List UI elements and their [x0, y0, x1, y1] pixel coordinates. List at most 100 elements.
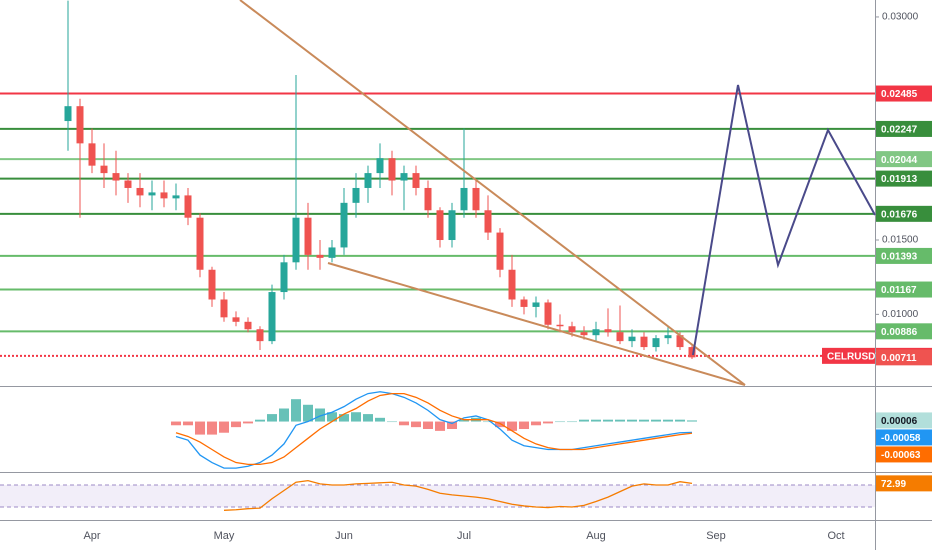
macd-value-label-box [876, 429, 932, 446]
level-label: 0.01676 [881, 209, 918, 220]
candle-body [376, 158, 384, 174]
macd-histogram-bar [603, 419, 613, 422]
candle-body [136, 187, 144, 196]
macd-histogram-bar [195, 421, 205, 435]
macd-histogram-bar [339, 414, 349, 422]
candle-body [232, 317, 240, 322]
level-label-box [876, 151, 932, 168]
projection-path [692, 84, 876, 356]
level-label: 0.02044 [881, 155, 918, 166]
macd-histogram-bar [303, 404, 313, 422]
level-label: 0.01167 [881, 285, 917, 296]
macd-histogram-bar [483, 421, 493, 423]
macd-histogram-bar [651, 419, 661, 422]
candle-body [412, 173, 420, 188]
macd-value-label: -0.00063 [881, 450, 921, 461]
macd-histogram-bar [183, 421, 193, 426]
candle-body [448, 210, 456, 241]
level-label-box [876, 205, 932, 222]
macd-histogram-bar [435, 421, 445, 431]
candle-body [652, 338, 660, 348]
macd-histogram-bar [555, 421, 565, 423]
macd-histogram-bar [255, 419, 265, 422]
macd-histogram-bar [207, 421, 217, 435]
macd-histogram-bar [327, 412, 337, 422]
x-tick-label: Apr [83, 530, 100, 542]
macd-histogram-bar [387, 421, 397, 423]
candle-body [160, 192, 168, 199]
macd-histogram-bar [423, 421, 433, 429]
macd-histogram-bar [243, 421, 253, 424]
macd-histogram-bar [687, 420, 697, 422]
candle-body [268, 292, 276, 342]
macd-histogram-bar [519, 421, 529, 429]
macd-histogram-bar [495, 421, 505, 428]
candle-body [124, 180, 132, 188]
macd-histogram-bar [531, 421, 541, 426]
symbol-label-box [822, 347, 875, 364]
x-tick-label: Jun [335, 530, 353, 542]
macd-value-label-box [876, 412, 932, 429]
macd-histogram-bar [591, 419, 601, 422]
candle-body [352, 187, 360, 203]
level-label-box [876, 170, 932, 187]
macd-histogram-bar [231, 421, 241, 428]
candle-body [628, 336, 636, 342]
candle-body [688, 347, 696, 358]
macd-value-label: 0.00006 [881, 416, 918, 427]
candle-body [292, 217, 300, 263]
candle-body [280, 262, 288, 293]
level-label: 0.02485 [881, 89, 918, 100]
level-label-box [876, 247, 932, 264]
macd-histogram-bar [567, 421, 577, 423]
rsi-line [223, 479, 693, 511]
rsi-band [0, 485, 875, 508]
macd-histogram-bar [375, 417, 385, 422]
macd-histogram-bar [675, 419, 685, 422]
macd-histogram-bar [279, 408, 289, 422]
candle-body [664, 335, 672, 339]
level-label: 0.01913 [881, 174, 918, 185]
macd-histogram-bar [459, 419, 469, 422]
candle-body [364, 173, 372, 188]
macd-histogram-bar [615, 419, 625, 422]
candle-body [424, 187, 432, 211]
candle-body [556, 324, 564, 327]
candle-body [472, 187, 480, 211]
macd-histogram-bar [579, 419, 589, 422]
x-tick-label: May [214, 530, 235, 542]
macd-histogram-bar [663, 419, 673, 422]
symbol-label: CELRUSDT [827, 351, 881, 362]
candle-body [520, 299, 528, 307]
levels [0, 16, 879, 357]
trendline [239, 0, 746, 386]
candle-body [508, 269, 516, 300]
y-tick-label: 0.01500 [882, 235, 919, 246]
candle-body [616, 332, 624, 342]
trendline [327, 262, 746, 386]
macd-histogram-bar [267, 414, 277, 422]
candle-body [112, 173, 120, 181]
x-tick-label: Aug [586, 530, 606, 542]
candle-body [172, 195, 180, 199]
last-price-label: 0.00711 [881, 353, 917, 364]
candle-body [184, 195, 192, 218]
candle-body [580, 332, 588, 336]
candle-body [256, 329, 264, 342]
y-tick-label: 0.03000 [882, 12, 919, 23]
candle-body [496, 232, 504, 270]
last-price-label-box [876, 349, 932, 366]
candle-body [328, 247, 336, 258]
candle-body [340, 202, 348, 248]
macd-histogram-bar [411, 421, 421, 428]
macd-histogram-bar [399, 421, 409, 426]
candle-body [532, 302, 540, 307]
x-tick-label: Oct [827, 530, 844, 542]
candle-body [208, 269, 216, 300]
level-label-box [876, 85, 932, 102]
macd-histogram-bar [627, 419, 637, 422]
macd-histogram-bar [507, 421, 517, 431]
candle-body [76, 106, 84, 144]
y-tick-label: 0.01000 [882, 309, 919, 320]
